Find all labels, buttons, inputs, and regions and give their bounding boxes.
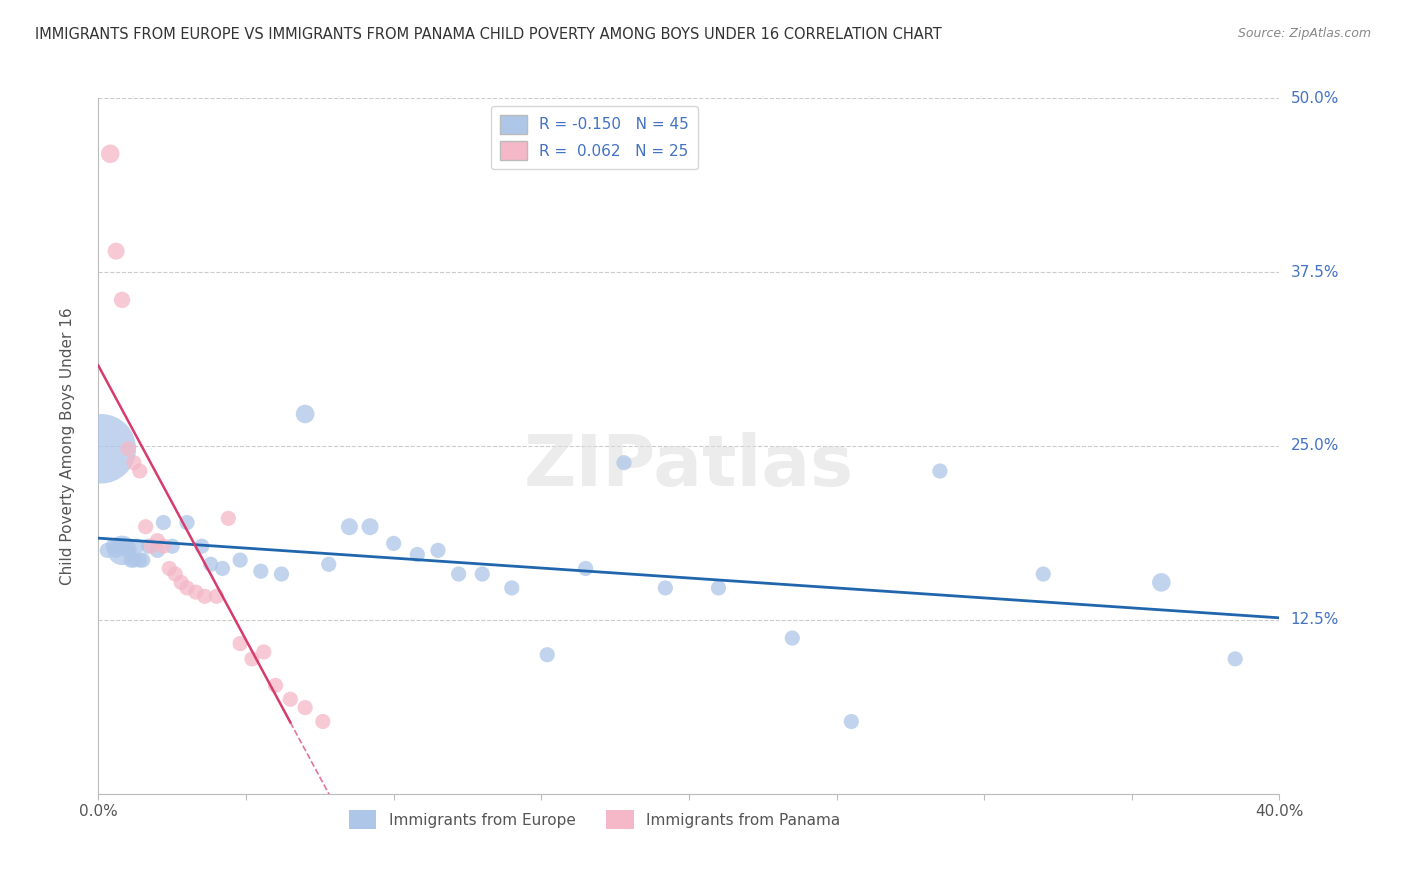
Point <box>217 511 239 525</box>
Point <box>157 561 180 575</box>
Point <box>613 456 636 470</box>
Point <box>108 539 131 553</box>
Point <box>841 714 863 729</box>
Point <box>312 714 335 729</box>
Point <box>205 589 228 603</box>
Point <box>1032 567 1054 582</box>
Point <box>229 637 252 651</box>
Point <box>152 516 174 530</box>
Point <box>162 539 183 553</box>
Point <box>176 516 198 530</box>
Point <box>125 539 148 553</box>
Point <box>120 553 142 567</box>
Point <box>135 519 157 533</box>
Text: 25.0%: 25.0% <box>1291 439 1339 453</box>
Point <box>111 293 134 307</box>
Point <box>250 564 273 578</box>
Y-axis label: Child Poverty Among Boys Under 16: Child Poverty Among Boys Under 16 <box>60 307 75 585</box>
Point <box>111 543 134 558</box>
Point <box>146 543 169 558</box>
Point <box>294 407 316 421</box>
Point <box>339 519 361 533</box>
Point <box>501 581 523 595</box>
Point <box>96 543 118 558</box>
Point <box>1150 575 1173 590</box>
Point <box>264 678 287 692</box>
Point <box>141 539 163 553</box>
Point <box>253 645 276 659</box>
Point <box>117 442 139 456</box>
Point <box>536 648 558 662</box>
Point <box>654 581 676 595</box>
Point <box>114 539 136 553</box>
Point <box>117 543 139 558</box>
Point <box>122 553 145 567</box>
Point <box>132 553 155 567</box>
Point <box>294 700 316 714</box>
Text: 12.5%: 12.5% <box>1291 613 1339 627</box>
Point <box>211 561 233 575</box>
Point <box>165 567 187 582</box>
Point <box>707 581 730 595</box>
Text: ZIPatlas: ZIPatlas <box>524 433 853 501</box>
Point <box>382 536 405 550</box>
Point <box>146 533 169 548</box>
Point <box>406 548 429 562</box>
Point <box>128 464 150 478</box>
Point <box>447 567 470 582</box>
Point <box>90 442 112 456</box>
Point <box>128 553 150 567</box>
Point <box>105 543 128 558</box>
Point <box>152 539 174 553</box>
Text: Source: ZipAtlas.com: Source: ZipAtlas.com <box>1237 27 1371 40</box>
Point <box>122 456 145 470</box>
Point <box>191 539 214 553</box>
Point <box>575 561 598 575</box>
Text: IMMIGRANTS FROM EUROPE VS IMMIGRANTS FROM PANAMA CHILD POVERTY AMONG BOYS UNDER : IMMIGRANTS FROM EUROPE VS IMMIGRANTS FRO… <box>35 27 942 42</box>
Point <box>105 244 128 259</box>
Point <box>471 567 494 582</box>
Point <box>427 543 450 558</box>
Point <box>929 464 952 478</box>
Point <box>184 585 207 599</box>
Point <box>359 519 381 533</box>
Text: 50.0%: 50.0% <box>1291 91 1339 105</box>
Point <box>240 652 263 666</box>
Point <box>98 146 121 161</box>
Point <box>782 631 804 645</box>
Legend: Immigrants from Europe, Immigrants from Panama: Immigrants from Europe, Immigrants from … <box>343 804 846 835</box>
Point <box>103 539 125 553</box>
Point <box>280 692 302 706</box>
Point <box>170 575 193 590</box>
Point <box>200 558 222 572</box>
Point <box>138 539 160 553</box>
Point <box>318 558 340 572</box>
Point <box>194 589 217 603</box>
Point <box>1225 652 1247 666</box>
Point <box>176 581 198 595</box>
Text: 37.5%: 37.5% <box>1291 265 1339 279</box>
Point <box>229 553 252 567</box>
Point <box>270 567 292 582</box>
